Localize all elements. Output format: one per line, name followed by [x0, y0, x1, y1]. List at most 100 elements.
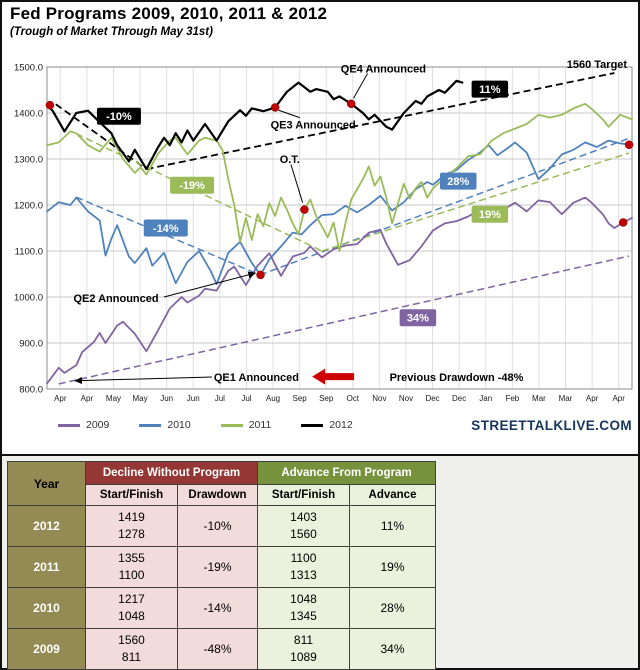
badge-2009-advance: 34%: [399, 309, 437, 327]
label-1560-target: 1560 Target: [567, 59, 628, 71]
y-axis-tick-label: 1400.0: [14, 109, 43, 120]
x-axis-tick-label: Jan: [479, 394, 492, 403]
badge-2011-decline: -19%: [170, 176, 215, 194]
svg-text:34%: 34%: [407, 313, 429, 325]
svg-text:-19%: -19%: [179, 180, 205, 192]
watermark: STREETTALKLIVE.COM: [471, 417, 632, 433]
x-axis-tick-label: Oct: [347, 394, 360, 403]
table-row-2011: 2011 1355 1100 -19% 1100 1313 19%: [7, 546, 436, 588]
chart-subtitle: (Trough of Market Through May 31st): [10, 26, 213, 38]
label-ot: O.T.: [280, 154, 300, 166]
x-axis-tick-label: Jul: [241, 394, 251, 403]
badge-2010-advance: 28%: [440, 172, 477, 190]
x-axis-tick-label: Mar: [532, 394, 546, 403]
cell-drawdown-2012: -10%: [177, 505, 258, 547]
cell-decline-start-finish-2012: 1419 1278: [85, 505, 178, 547]
header-drawdown: Drawdown: [177, 484, 258, 506]
marker-2009-end: [618, 218, 628, 227]
badge-2012-decline: -10%: [96, 107, 141, 125]
marker-qe4: [346, 99, 356, 109]
y-axis-tick-label: 1000.0: [14, 293, 43, 304]
y-axis-tick-label: 1200.0: [14, 201, 43, 212]
cell-decline-start-finish-2009: 1560 811: [85, 628, 178, 670]
header-advance-start-finish: Start/Finish: [257, 484, 350, 506]
x-axis-tick-label: Jun: [160, 394, 173, 403]
legend-item-2010: 2010: [139, 419, 191, 431]
badge-2011-advance: 19%: [471, 205, 509, 223]
plot-border: [46, 66, 633, 390]
trendline-2012-target: [146, 72, 615, 171]
svg-text:-14%: -14%: [153, 223, 179, 235]
marker-ot: [300, 205, 309, 214]
svg-text:11%: 11%: [479, 84, 501, 96]
x-axis-tick-label: Mar: [559, 394, 573, 403]
label-qe2: QE2 Announced: [73, 293, 158, 305]
y-axis-tick-label: 800.0: [19, 385, 43, 396]
marker-2010-end: [624, 140, 634, 149]
legend-label: 2010: [167, 419, 191, 431]
x-axis-tick-label: Jun: [187, 394, 200, 403]
cell-advance-2011: 19%: [349, 546, 436, 588]
x-axis-tick-label: Apr: [586, 394, 599, 403]
cell-advance-2012: 11%: [349, 505, 436, 547]
chart-panel: Fed Programs 2009, 2010, 2011 & 2012 (Tr…: [2, 2, 638, 456]
legend-swatch-2009: [58, 423, 80, 427]
trendline-2011-advance: [321, 152, 630, 252]
cell-advance-start-finish-2012: 1403 1560: [257, 505, 350, 547]
cell-drawdown-2010: -14%: [177, 587, 258, 629]
table-subheader-row: Start/Finish Drawdown Start/Finish Advance: [8, 484, 436, 506]
chart-legend-row: 2009 2010 2011 2012 STREETTALKLIVE.COM: [58, 413, 632, 437]
legend-item-2009: 2009: [58, 419, 109, 431]
marker-qe3: [270, 103, 280, 112]
x-axis-tick-label: Apr: [81, 394, 94, 403]
legend-swatch-2011: [220, 423, 243, 427]
legend-swatch-2012: [301, 423, 324, 427]
cell-advance-2010: 28%: [349, 587, 436, 629]
x-axis-tick-label: May: [106, 394, 121, 403]
x-axis-tick-label: Dec: [452, 394, 466, 403]
series-2010-line: [46, 139, 630, 286]
cell-year-2010: 2010: [7, 587, 86, 629]
table-header-row: Year Decline Without Program Advance From …: [7, 461, 436, 506]
cell-decline-start-finish-2010: 1217 1048: [85, 587, 178, 629]
x-axis-tick-label: Nov: [399, 394, 413, 403]
y-axis-tick-label: 1100.0: [15, 247, 43, 258]
table-row-2010: 2010 1217 1048 -14% 1048 1345 28%: [7, 587, 436, 629]
chart-plot: 1500.0 1400.0 1300.0 1200.0 1100.0 1000.0 900.…: [14, 59, 634, 403]
label-previous-drawdown: Previous Drawdown -48%: [390, 372, 524, 384]
x-axis-tick-label: Jul: [215, 394, 225, 403]
marker-qe2: [256, 270, 265, 280]
cell-decline-start-finish-2011: 1355 1100: [85, 546, 178, 588]
cell-advance-start-finish-2010: 1048 1345: [257, 587, 350, 629]
y-axis-tick-label: 1300.0: [14, 155, 43, 166]
badge-2012-advance: 11%: [471, 80, 509, 98]
legend-label: 2011: [248, 419, 272, 431]
annotation-leader-line: [290, 164, 304, 203]
annotation-arrow: [163, 271, 257, 298]
chart-title: Fed Programs 2009, 2010, 2011 & 2012: [10, 4, 328, 23]
annotation-leader-line: [278, 109, 300, 119]
legend-label: 2012: [329, 419, 353, 431]
cell-advance-start-finish-2011: 1100 1313: [257, 546, 350, 588]
header-decline-start-finish: Start/Finish: [85, 484, 178, 506]
x-axis-tick-label: Apr: [612, 394, 625, 403]
x-axis-tick-label: Feb: [505, 394, 519, 403]
cell-drawdown-2011: -19%: [177, 546, 258, 588]
cell-year-2009: 2009: [7, 628, 86, 670]
legend-label: 2009: [86, 419, 110, 431]
header-year: Year: [7, 461, 86, 506]
legend-swatch-2010: [139, 423, 162, 427]
header-decline-group: Decline Without Program: [85, 461, 258, 485]
cell-advance-start-finish-2009: 811 1089: [257, 628, 350, 670]
previous-drawdown-arrow-icon: [312, 368, 355, 385]
annotation-leader-line: [353, 73, 369, 99]
series-2012-line: [45, 79, 464, 171]
label-qe4: QE4 Announced: [341, 63, 426, 75]
svg-text:-10%: -10%: [106, 111, 132, 123]
series-2009-line: [46, 196, 633, 385]
x-axis-tick-label: Sep: [292, 394, 307, 403]
marker-2012-start: [45, 100, 55, 110]
label-qe3: QE3 Announced: [271, 120, 356, 132]
legend-item-2012: 2012: [301, 419, 353, 431]
